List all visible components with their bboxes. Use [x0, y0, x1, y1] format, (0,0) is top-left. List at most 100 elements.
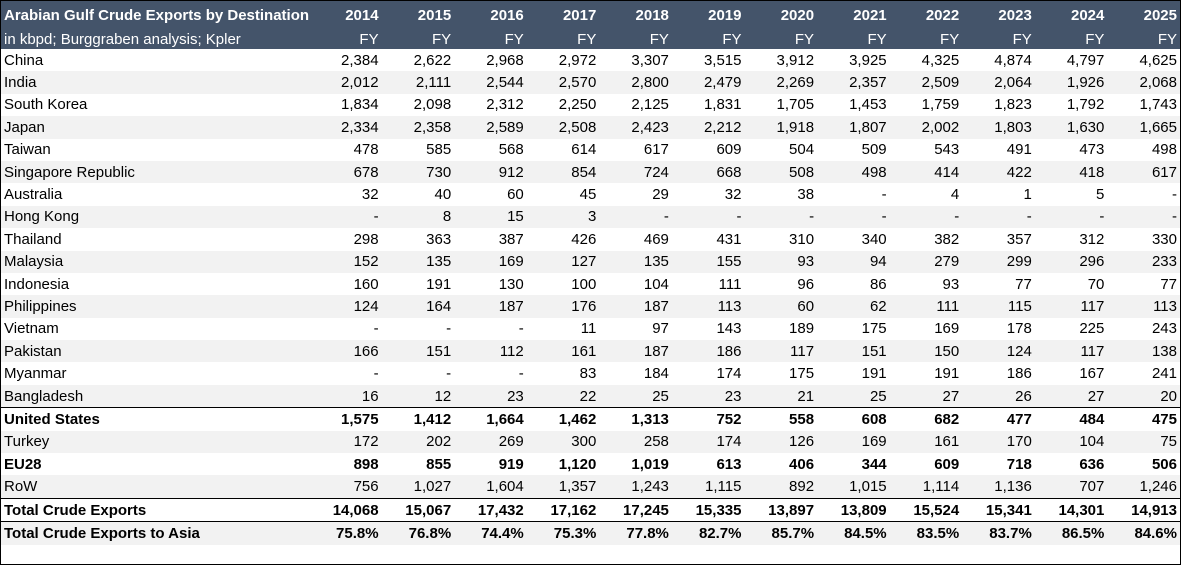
- table-cell: 718: [1006, 455, 1032, 473]
- table-title: Arabian Gulf Crude Exports by Destinatio…: [1, 1, 310, 29]
- table-cell: 418: [1034, 160, 1108, 184]
- table-cell: 187: [454, 295, 527, 318]
- table-row: China 2,384 2,622 2,968 2,972 3,307 3,515 3,912…: [1, 49, 1180, 71]
- table-cell: 13,809: [817, 497, 890, 522]
- row-label: Vietnam: [4, 320, 59, 338]
- year-header: 2016: [454, 1, 527, 29]
- table-cell: 1,831: [703, 96, 742, 114]
- table-row: Bangladesh 16 12 23 22 25 23 21 25 27 26 27 20: [1, 384, 1180, 408]
- table-cell: 299: [962, 250, 1035, 273]
- table-cell: 70: [1087, 275, 1105, 293]
- table-cell: 477: [962, 407, 1035, 431]
- period-header: FY: [889, 29, 963, 49]
- row-label: Total Crude Exports to Asia: [1, 521, 310, 545]
- table-cell: 1,120: [558, 455, 597, 473]
- table-cell: 115: [962, 295, 1035, 318]
- table-cell: 151: [817, 340, 890, 363]
- table-cell: 32: [724, 186, 742, 204]
- table-cell: 344: [861, 455, 887, 473]
- year-header: 2015: [381, 1, 455, 29]
- row-label: Bangladesh: [1, 384, 310, 408]
- table-row: EU28 898 855 919 1,120 1,019 613 406 344 609 718 63…: [1, 453, 1180, 475]
- table-cell: 15,524: [889, 497, 963, 522]
- table-cell: 186: [1006, 365, 1032, 383]
- table-cell: -: [962, 205, 1035, 229]
- table-cell: -: [373, 365, 379, 383]
- table-cell: -: [446, 365, 452, 383]
- table-cell: 1,412: [381, 407, 455, 431]
- table-cell: 4,625: [1139, 51, 1177, 69]
- table-cell: 506: [1151, 455, 1177, 473]
- table-cell: 1,664: [454, 407, 527, 431]
- period-header: FY: [381, 29, 455, 49]
- table-cell: 150: [889, 340, 963, 363]
- row-label: United States: [1, 407, 310, 431]
- table-cell: 96: [797, 275, 815, 293]
- crude-exports-table: Arabian Gulf Crude Exports by Destinatio…: [1, 1, 1180, 545]
- table-cell: 1,792: [1066, 96, 1105, 114]
- table-cell: 40: [434, 186, 452, 204]
- table-cell: 124: [309, 295, 382, 318]
- table-cell: 2,358: [381, 116, 455, 139]
- row-label: Singapore Republic: [1, 160, 310, 184]
- table-cell: 12: [381, 384, 455, 408]
- table-cell: 167: [1079, 365, 1105, 383]
- table-cell: 94: [817, 250, 890, 273]
- table-cell: 3: [526, 205, 600, 229]
- table-cell: 473: [1079, 141, 1105, 159]
- table-cell: 1,630: [1034, 116, 1108, 139]
- table-cell: 175: [861, 320, 887, 338]
- table-cell: 4: [950, 186, 960, 204]
- table-cell: 60: [507, 186, 524, 204]
- table-cell: 14,301: [1034, 497, 1108, 522]
- row-label: Myanmar: [4, 365, 67, 383]
- table-cell: -: [671, 205, 745, 229]
- table-cell: 2,269: [744, 71, 818, 94]
- table-cell: 682: [889, 407, 963, 431]
- table-cell: 422: [962, 160, 1035, 184]
- table-cell: 707: [1034, 475, 1108, 499]
- row-label: Hong Kong: [1, 205, 310, 229]
- header-row-years: Arabian Gulf Crude Exports by Destinatio…: [1, 1, 1180, 29]
- table-cell: 138: [1107, 340, 1180, 363]
- table-cell: 11: [580, 320, 597, 338]
- table-cell: 912: [454, 160, 527, 184]
- table-cell: 174: [716, 365, 742, 383]
- table-cell: 17,432: [454, 497, 527, 522]
- table-cell: 83.7%: [962, 521, 1035, 545]
- table-cell: 104: [1034, 430, 1108, 454]
- table-cell: 84.5%: [817, 521, 890, 545]
- table-cell: 27: [1034, 384, 1108, 408]
- period-header: FY: [309, 29, 382, 49]
- table-cell: 86: [869, 275, 887, 293]
- table-row: United States 1,575 1,412 1,664 1,462 1,313 75…: [1, 407, 1180, 431]
- table-cell: -: [889, 205, 963, 229]
- row-label: RoW: [1, 475, 310, 499]
- table-cell: 3,515: [703, 51, 742, 69]
- table-cell: 113: [1107, 295, 1180, 318]
- row-label: Total Crude Exports: [1, 497, 310, 522]
- table-cell: 431: [716, 230, 742, 248]
- table-row: South Korea 1,834 2,098 2,312 2,250 2,125 1,83…: [1, 94, 1180, 116]
- row-label: Taiwan: [4, 141, 51, 159]
- table-cell: 363: [426, 230, 452, 248]
- table-cell: 176: [526, 295, 600, 318]
- table-cell: 1,246: [1107, 475, 1180, 499]
- table-cell: 1,823: [994, 96, 1032, 114]
- table-cell: -: [518, 365, 524, 383]
- table-cell: 77: [1015, 275, 1032, 293]
- table-cell: 127: [526, 250, 600, 273]
- table-cell: 1,743: [1139, 96, 1177, 114]
- table-row: Taiwan 478 585 568 614 617 609 504 509 543 491 473 4…: [1, 139, 1180, 161]
- table-cell: 85.7%: [744, 521, 818, 545]
- table-cell: 730: [381, 160, 455, 184]
- table-cell: 5: [1096, 186, 1105, 204]
- table-cell: 406: [789, 455, 815, 473]
- table-cell: 3,307: [631, 51, 669, 69]
- table-cell: 2,012: [309, 71, 382, 94]
- row-label: Japan: [1, 116, 310, 139]
- table-cell: 151: [381, 340, 455, 363]
- table-cell: 225: [1079, 320, 1105, 338]
- table-cell: 77: [1160, 275, 1177, 293]
- table-cell: 498: [817, 160, 890, 184]
